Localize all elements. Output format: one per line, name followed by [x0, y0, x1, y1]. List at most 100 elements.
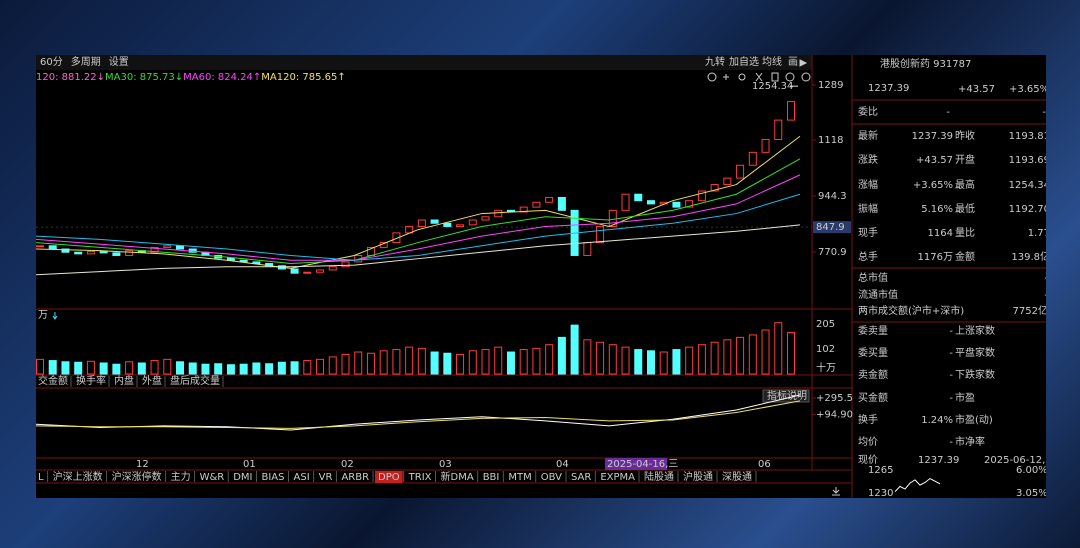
- toolbar-button[interactable]: 均线: [762, 55, 782, 68]
- candle: [519, 206, 528, 213]
- x-tick-label: 12: [136, 459, 149, 470]
- quote-value: 1.24%: [921, 415, 953, 426]
- volume-bar: [239, 363, 248, 375]
- volume-bar: [290, 361, 299, 375]
- volume-bar: [646, 350, 655, 375]
- volume-bar: [761, 329, 770, 375]
- mini-tick: 1265: [868, 465, 893, 476]
- quote-value: -: [1042, 107, 1046, 118]
- indicator-tab[interactable]: 主力: [171, 470, 191, 483]
- indicator-tab[interactable]: ARBR: [341, 472, 369, 483]
- toolbar-button[interactable]: 加自选: [729, 55, 759, 68]
- candle: [710, 184, 719, 192]
- indicator-tab[interactable]: 沪股通: [683, 470, 713, 483]
- quote-label: 委买量: [858, 346, 888, 359]
- indicator-button-bg: [762, 389, 810, 403]
- volume-bar: [736, 336, 745, 375]
- volume-bar: [659, 351, 668, 375]
- volume-bar: [608, 344, 617, 375]
- indicator-tab[interactable]: 沪深上涨数: [53, 470, 103, 483]
- toolbar-button[interactable]: 画: [788, 57, 798, 68]
- indicator-tab[interactable]: TRIX: [408, 472, 432, 483]
- candle: [74, 251, 83, 255]
- volume-unit: 万: [38, 310, 48, 321]
- indicator-tab[interactable]: W&R: [200, 472, 225, 483]
- quote-value: -: [1046, 326, 1050, 337]
- volume-tab[interactable]: 外盘: [142, 374, 162, 387]
- candle: [226, 257, 235, 261]
- indicator-tab[interactable]: OBV: [541, 472, 562, 483]
- candle: [48, 245, 57, 250]
- candle: [290, 268, 299, 274]
- quote-label: 最高: [955, 178, 975, 191]
- candle: [150, 246, 159, 253]
- volume-bar: [596, 341, 605, 375]
- volume-tab[interactable]: 交金额: [38, 374, 68, 387]
- quote-label: 下跌家数: [955, 368, 995, 381]
- indicator-tab[interactable]: DPO: [378, 472, 400, 483]
- indicator-tab[interactable]: BIAS: [262, 472, 285, 483]
- volume-tab[interactable]: 盘后成交量: [170, 374, 220, 387]
- candle: [392, 232, 401, 244]
- ref-price-box: [813, 221, 851, 234]
- volume-bar: [99, 362, 108, 375]
- candle: [774, 119, 783, 140]
- indicator-tab[interactable]: BBI: [483, 472, 500, 483]
- ref-price: 847.9: [816, 222, 845, 233]
- volume-unit-axis: 十万: [816, 361, 836, 374]
- candle: [646, 200, 655, 205]
- quote-value: -: [949, 393, 953, 404]
- quote-value: -: [949, 348, 953, 359]
- quote-value: 1164: [928, 228, 953, 239]
- indicator-tab[interactable]: VR: [319, 472, 333, 483]
- active-tab-bg: [375, 471, 403, 483]
- quote-label: 金额: [955, 250, 975, 263]
- indicator-button[interactable]: 指标说明: [767, 389, 807, 402]
- x-tick-label: 04: [556, 459, 569, 470]
- toolbar-button: 多周期: [71, 55, 101, 68]
- candle: [532, 201, 541, 208]
- volume-bar: [456, 353, 465, 375]
- candle: [685, 200, 694, 208]
- volume-bar: [710, 341, 719, 375]
- indicator-tab[interactable]: DMI: [233, 472, 252, 483]
- volume-bar: [328, 356, 337, 375]
- quote-label: 开盘: [955, 153, 975, 166]
- indicator-tab[interactable]: MTM: [508, 472, 531, 483]
- toolbar-button[interactable]: 九转: [705, 55, 725, 68]
- volume-bar: [226, 364, 235, 375]
- mini-tick: 6.00%: [1016, 465, 1048, 476]
- indicator-tab[interactable]: 沪深涨停数: [112, 470, 162, 483]
- volume-bar: [748, 334, 757, 375]
- y-tick-label: 770.9: [818, 247, 847, 258]
- quote-value: -: [1044, 290, 1048, 301]
- indicator-tab[interactable]: 深股通: [722, 471, 752, 483]
- quote-label: 最新: [858, 129, 878, 142]
- volume-tab[interactable]: 内盘: [114, 374, 134, 387]
- volume-bar: [341, 353, 350, 375]
- indicator-tab[interactable]: L: [38, 472, 44, 483]
- x-tick-label: 03: [439, 459, 452, 470]
- quote-value: +3.65%: [913, 180, 953, 191]
- volume-tab[interactable]: 换手率: [76, 374, 106, 387]
- high-label: 1254.34: [752, 81, 793, 92]
- candle: [430, 219, 439, 224]
- indicator-tab[interactable]: 陆股通: [644, 470, 674, 483]
- toolbar-icons: [707, 59, 811, 82]
- indicator-line: [36, 400, 801, 429]
- quote-value: 139.8亿: [1011, 250, 1050, 263]
- quote-label: 上涨家数: [955, 324, 995, 337]
- indicator-tab[interactable]: SAR: [571, 472, 591, 483]
- quote-value: 1193.69: [1009, 155, 1050, 166]
- quote-value: 1254.34: [1009, 180, 1050, 191]
- indicator-tab[interactable]: ASI: [294, 472, 310, 483]
- y-tick-label: 1118: [818, 135, 843, 146]
- quote-value: 1176万: [918, 252, 953, 263]
- quote-value: 1193.81: [1009, 131, 1050, 142]
- volume-bar: [392, 349, 401, 375]
- indicator-tab[interactable]: 新DMA: [441, 470, 474, 483]
- indicator-tab[interactable]: EXPMA: [600, 472, 635, 483]
- volume-bar: [74, 361, 83, 375]
- volume-bar: [672, 349, 681, 375]
